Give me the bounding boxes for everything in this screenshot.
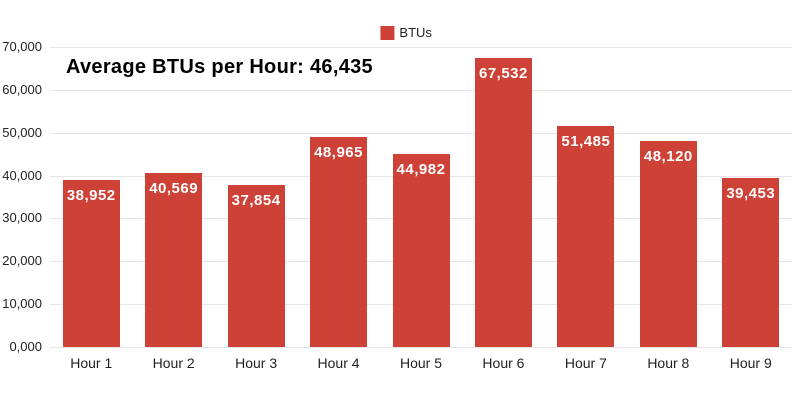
y-axis-tick-label: 60,000 xyxy=(2,81,42,97)
bar-value-label: 44,982 xyxy=(396,161,446,179)
bar-value-label: 48,120 xyxy=(643,147,693,165)
bar-value-label: 37,854 xyxy=(231,191,281,209)
bar-hour-4[interactable]: 48,965 xyxy=(310,137,368,347)
bar-value-label: 40,569 xyxy=(149,180,199,198)
bar-hour-3[interactable]: 37,854 xyxy=(227,184,285,347)
gridline xyxy=(50,347,792,348)
x-axis-tick-label: Hour 1 xyxy=(70,355,113,371)
y-axis-tick-label: 50,000 xyxy=(2,124,42,140)
plot-area: 0,000 10,000 20,000 30,000 40,000 50,000 60,00… xyxy=(2,39,792,371)
y-axis-tick-label: 10,000 xyxy=(2,296,42,312)
bar-value-label: 39,453 xyxy=(726,184,776,202)
bar-hour-9[interactable]: 39,453 xyxy=(722,177,780,347)
bar-hour-5[interactable]: 44,982 xyxy=(392,154,450,347)
chart-title-annotation: Average BTUs per Hour: 46,435 xyxy=(66,56,373,78)
bar-value-label: 51,485 xyxy=(561,133,611,151)
gridline xyxy=(50,89,792,91)
bar-hour-1[interactable]: 38,952 xyxy=(62,180,120,347)
bar-value-label: 67,532 xyxy=(478,64,528,82)
x-axis-tick-label: Hour 4 xyxy=(317,355,360,371)
y-axis-tick-label: 40,000 xyxy=(2,167,42,183)
bar-hour-7[interactable]: 51,485 xyxy=(557,126,615,347)
bar-hour-2[interactable]: 40,569 xyxy=(145,173,203,347)
x-axis-tick-label: Hour 7 xyxy=(564,355,607,371)
y-axis-tick-label: 70,000 xyxy=(2,39,42,54)
bar-value-label: 38,952 xyxy=(66,187,116,205)
gridline xyxy=(50,132,792,134)
chart-legend[interactable]: BTUs xyxy=(380,25,432,40)
y-axis-tick-label: 30,000 xyxy=(2,210,42,226)
x-axis-tick-label: Hour 9 xyxy=(729,355,772,371)
legend-swatch-icon xyxy=(380,25,395,40)
x-axis-tick-label: Hour 3 xyxy=(235,355,278,371)
gridline xyxy=(50,47,792,48)
x-axis-tick-label: Hour 6 xyxy=(482,355,525,371)
x-axis-tick-label: Hour 5 xyxy=(399,355,443,371)
y-axis-tick-label: 0,000 xyxy=(9,339,42,354)
legend-label: BTUs xyxy=(399,25,432,40)
bar-hour-8[interactable]: 48,120 xyxy=(639,140,697,347)
y-axis-tick-label: 20,000 xyxy=(2,253,42,269)
bar-hour-6[interactable]: 67,532 xyxy=(474,57,532,347)
bar-value-label: 48,965 xyxy=(314,144,363,162)
x-axis-tick-label: Hour 8 xyxy=(647,355,690,371)
x-axis-tick-label: Hour 2 xyxy=(152,355,195,371)
